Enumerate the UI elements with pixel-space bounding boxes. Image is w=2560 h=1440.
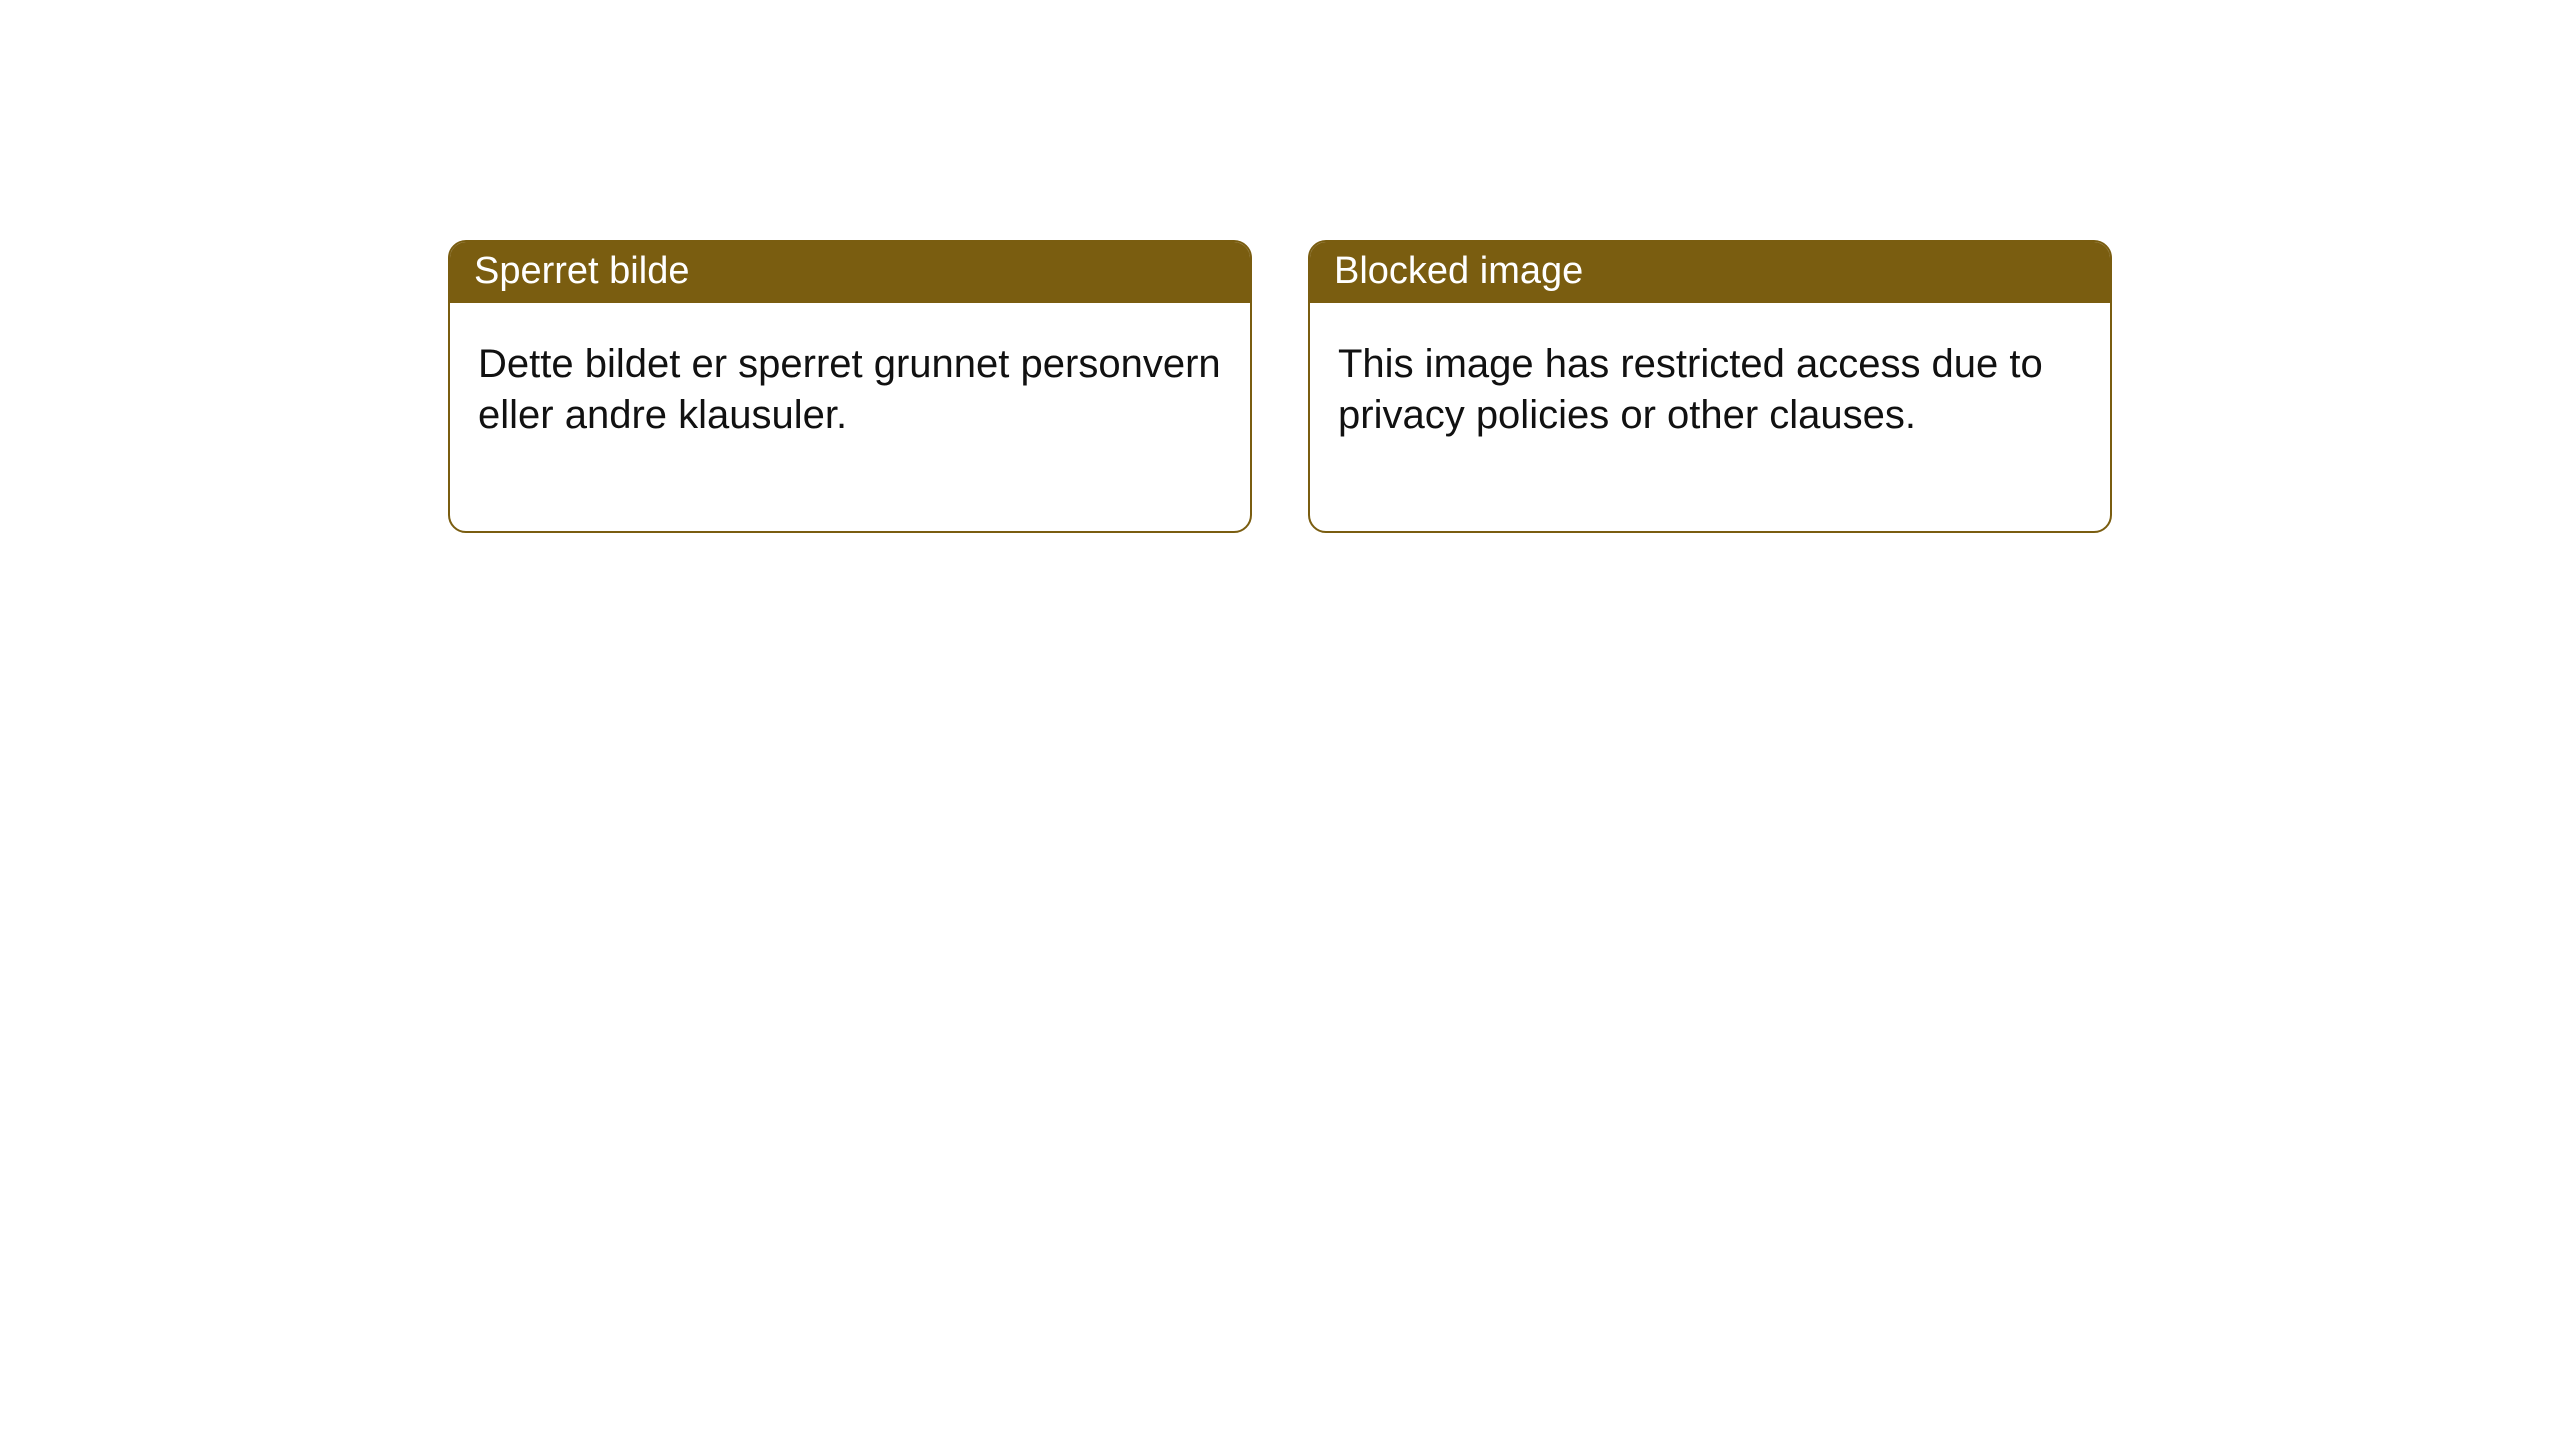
notice-container: Sperret bilde Dette bildet er sperret gr… [0,0,2560,533]
card-body-en: This image has restricted access due to … [1310,303,2110,531]
card-header-no: Sperret bilde [450,242,1250,303]
card-body-no: Dette bildet er sperret grunnet personve… [450,303,1250,531]
notice-card-en: Blocked image This image has restricted … [1308,240,2112,533]
notice-card-no: Sperret bilde Dette bildet er sperret gr… [448,240,1252,533]
card-header-en: Blocked image [1310,242,2110,303]
